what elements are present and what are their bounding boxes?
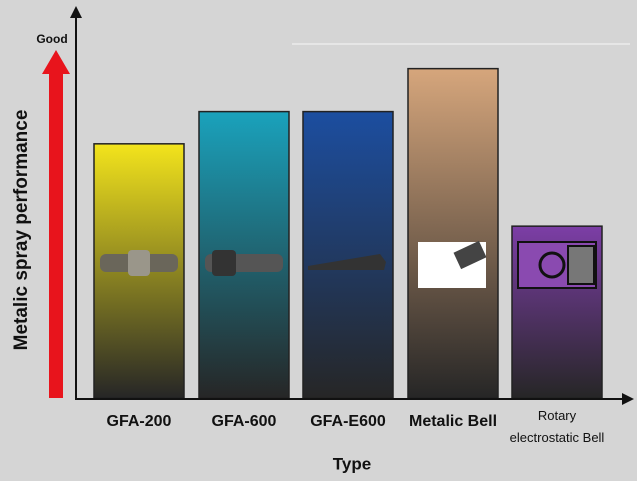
x-axis-label: Type xyxy=(333,454,371,473)
performance-arrow-head xyxy=(42,50,70,74)
x-tick-label: Rotary electrostatic Bell xyxy=(509,408,605,445)
nozzle-icons xyxy=(100,240,597,289)
x-axis-arrow xyxy=(622,393,634,405)
x-tick-label: GFA-600 xyxy=(211,413,277,430)
y-top-label: Good xyxy=(36,32,67,46)
performance-arrow xyxy=(49,72,63,398)
x-tick-label: GFA-E600 xyxy=(310,413,386,430)
y-axis-arrow xyxy=(70,6,82,18)
y-axis-label: Metalic spray performance xyxy=(11,110,32,351)
x-tick-label: Metalic Bell xyxy=(408,413,498,430)
x-tick-label: GFA-200 xyxy=(106,413,172,430)
bar xyxy=(407,67,499,399)
